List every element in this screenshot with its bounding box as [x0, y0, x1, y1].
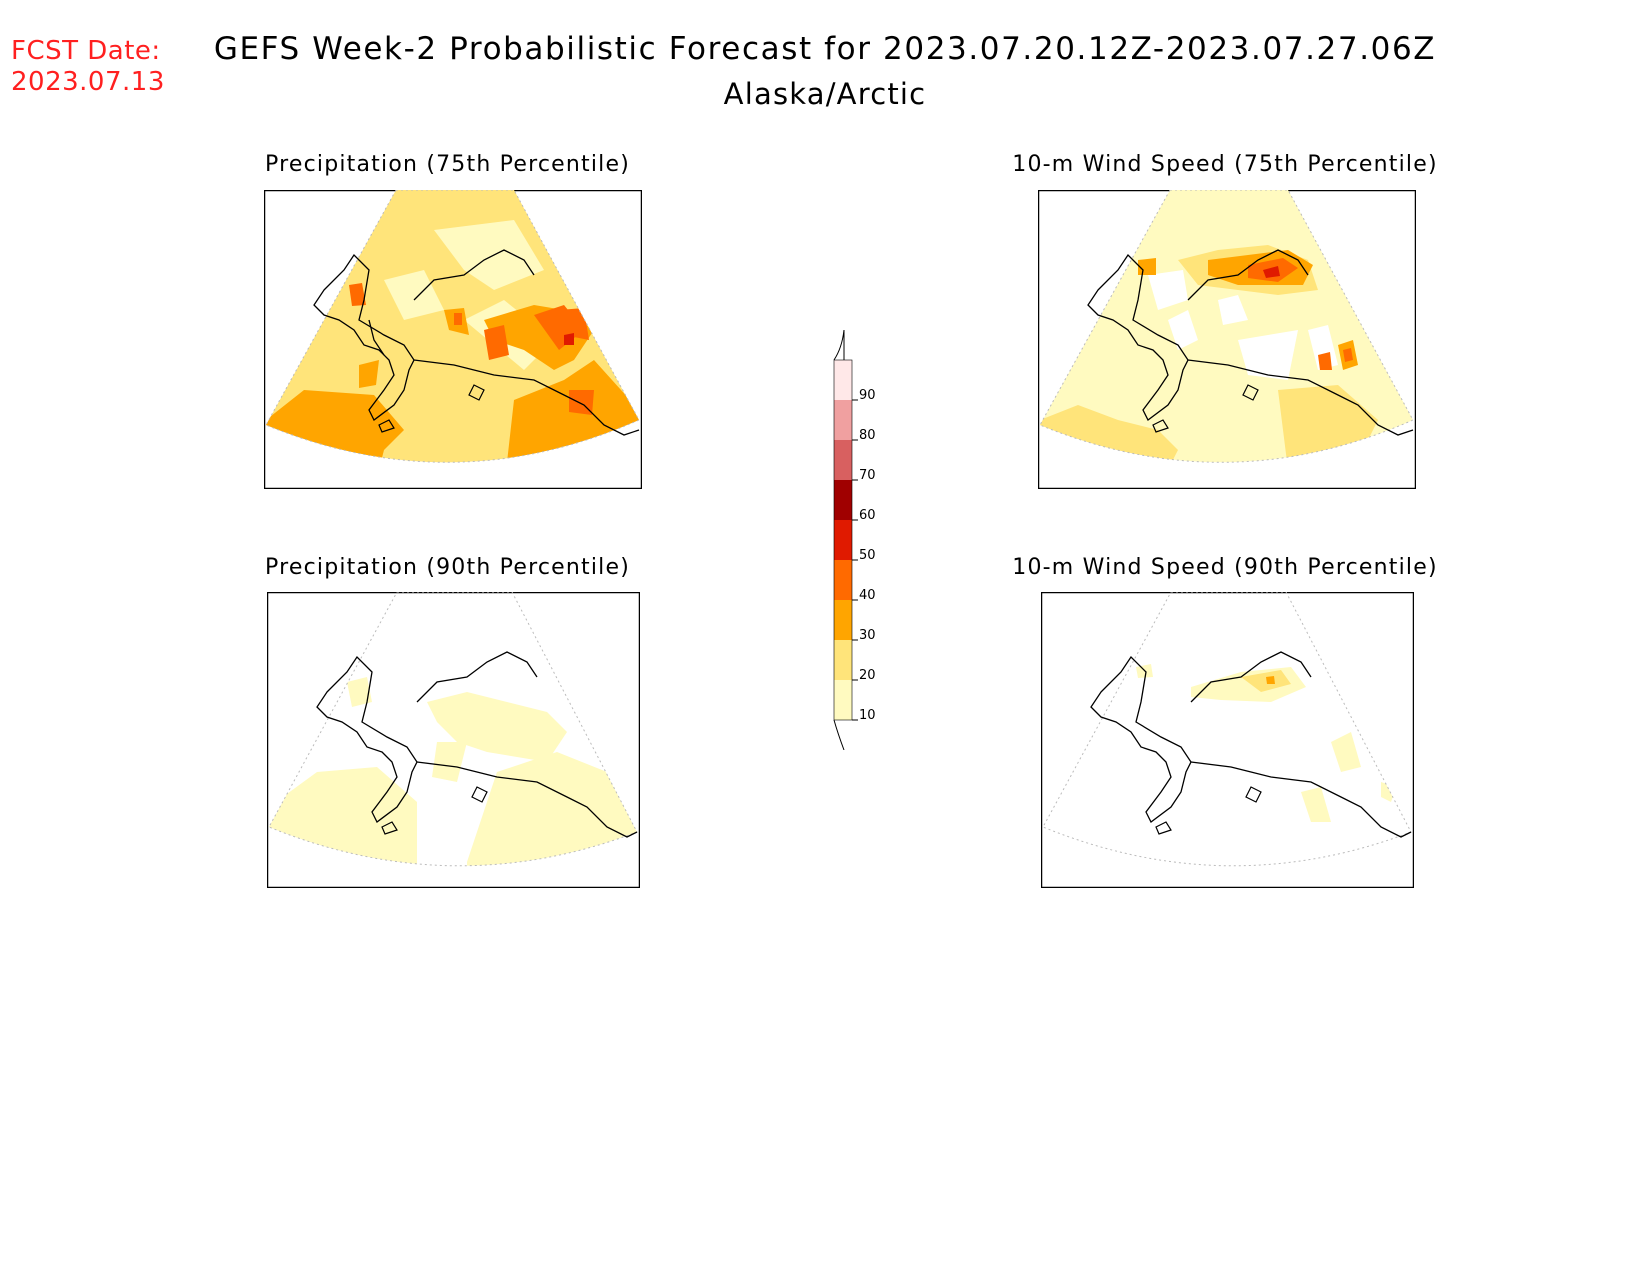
fcst-date: FCST Date: 2023.07.13: [11, 36, 165, 98]
map-precip75: [264, 190, 642, 489]
colorbar-label: 30: [859, 628, 876, 643]
colorbar-label: 10: [859, 708, 876, 723]
colorbar: 10 20 30 40 50 60 70 80 90: [820, 329, 900, 751]
colorbar-label: 60: [859, 508, 876, 523]
panel-title-precip75: Precipitation (75th Percentile): [265, 152, 630, 177]
main-title: GEFS Week-2 Probabilistic Forecast for 2…: [213, 31, 1437, 67]
colorbar-label: 70: [859, 468, 876, 483]
colorbar-segment: [834, 640, 852, 680]
fcst-date-label: FCST Date:: [11, 36, 161, 66]
colorbar-segment: [834, 600, 852, 640]
colorbar-segment: [834, 440, 852, 480]
colorbar-label: 40: [859, 588, 876, 603]
colorbar-segment: [834, 360, 852, 400]
colorbar-frame: [833, 359, 853, 721]
colorbar-segment: [834, 480, 852, 520]
map-wind75: [1038, 190, 1416, 489]
colorbar-label: 90: [859, 388, 876, 403]
map-precip90: [267, 592, 640, 888]
colorbar-segment: [834, 560, 852, 600]
colorbar-top-tip: [833, 329, 845, 361]
colorbar-label: 20: [859, 668, 876, 683]
colorbar-segment: [834, 520, 852, 560]
colorbar-label: 80: [859, 428, 876, 443]
panel-title-wind90: 10-m Wind Speed (90th Percentile): [1012, 555, 1438, 580]
colorbar-graphic: 10 20 30 40 50 60 70 80 90: [833, 329, 876, 751]
colorbar-segment: [834, 400, 852, 440]
colorbar-segment: [834, 680, 852, 720]
panel-title-precip90: Precipitation (90th Percentile): [265, 555, 630, 580]
region-title: Alaska/Arctic: [723, 77, 927, 111]
colorbar-bottom-tip: [833, 719, 845, 751]
fcst-date-value: 2023.07.13: [11, 67, 165, 97]
map-wind90: [1041, 592, 1414, 888]
colorbar-label: 50: [859, 548, 876, 563]
panel-title-wind75: 10-m Wind Speed (75th Percentile): [1012, 152, 1438, 177]
